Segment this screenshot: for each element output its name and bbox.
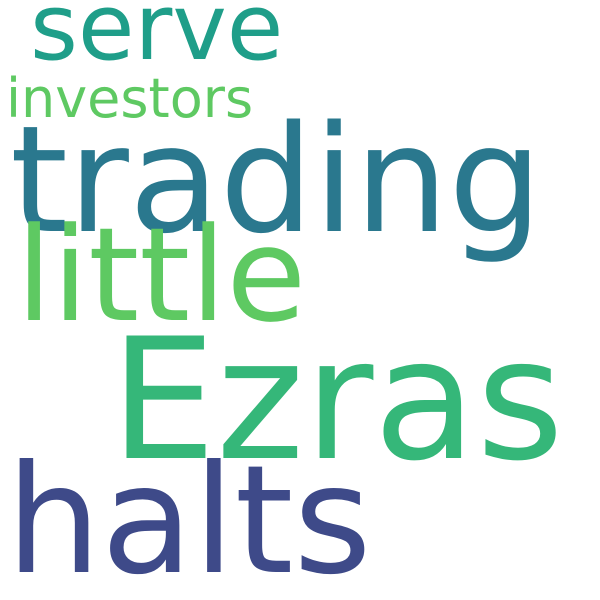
word-trading: trading [10, 94, 543, 266]
word-ezras: Ezras [110, 302, 564, 498]
word-serve: serve [30, 0, 284, 81]
word-little: little [16, 199, 307, 351]
word-halts: halts [6, 434, 372, 600]
word-investors: investors [6, 67, 254, 130]
